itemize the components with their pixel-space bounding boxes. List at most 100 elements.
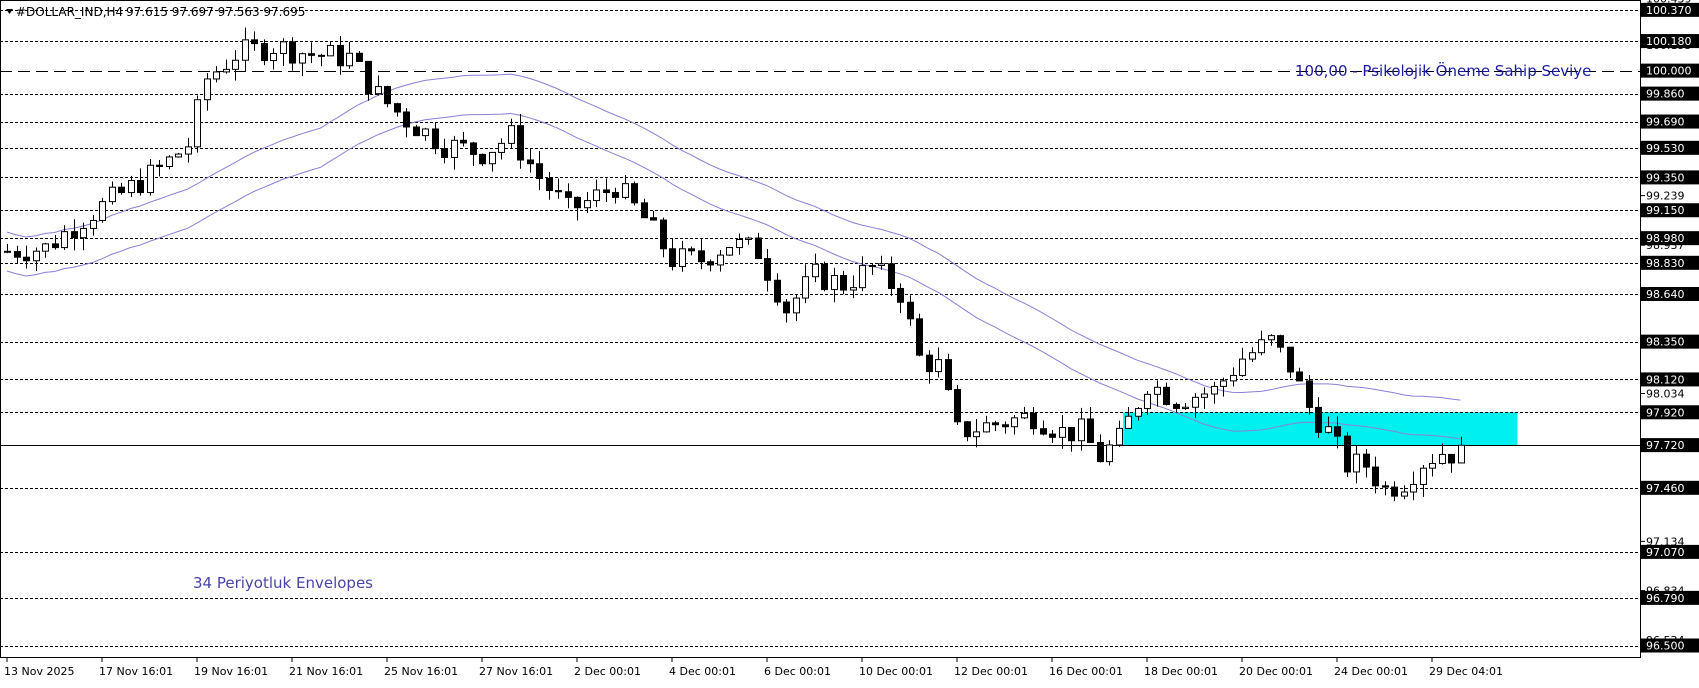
candle (308, 42, 315, 64)
envelope-annotation: 34 Periyotluk Envelopes (193, 574, 373, 592)
candle-body (1353, 453, 1360, 473)
candle (669, 239, 676, 271)
candle-body (954, 389, 961, 423)
price-level-label: 96.500 (1646, 640, 1685, 653)
price-level-label: 97.920 (1646, 406, 1685, 419)
candle-body (964, 421, 971, 438)
candle-body (251, 39, 258, 45)
candle-body (90, 219, 97, 229)
candle-body (717, 254, 724, 266)
candle (194, 95, 201, 153)
candle (565, 183, 572, 209)
candle-body (356, 52, 363, 62)
candle-body (261, 43, 268, 62)
candle-body (1201, 393, 1208, 398)
candle (1230, 367, 1237, 387)
candle-body (821, 263, 828, 291)
candle-body (1287, 346, 1294, 373)
candle (213, 66, 220, 83)
candle-body (318, 54, 325, 57)
candle-body (384, 86, 391, 105)
candle (1353, 445, 1360, 484)
candle (945, 353, 952, 391)
time-tick-label: 20 Dec 00:01 (1239, 665, 1313, 678)
candle-body (565, 191, 572, 198)
candle-body (223, 68, 230, 73)
candle-body (232, 59, 239, 70)
candle (1201, 387, 1208, 410)
candle-body (1021, 412, 1028, 419)
candle-body (679, 248, 686, 268)
candle (1382, 481, 1389, 496)
candle-body (1334, 426, 1341, 437)
price-level-label: 97.460 (1646, 482, 1685, 495)
candle (612, 187, 619, 204)
candle-body (536, 163, 543, 179)
candle-body (289, 41, 296, 64)
candle (489, 151, 496, 172)
candle (574, 196, 581, 221)
price-level-label: 98.830 (1646, 257, 1685, 270)
candle (1401, 485, 1408, 500)
candle (764, 249, 771, 292)
candle-body (755, 237, 762, 260)
candle (280, 38, 287, 67)
candle (42, 242, 49, 258)
candle (270, 48, 277, 70)
candle-body (593, 189, 600, 202)
price-level-label: 99.530 (1646, 142, 1685, 155)
candle-body (935, 359, 942, 373)
candle (1239, 347, 1246, 377)
time-tick-label: 25 Nov 16:01 (384, 665, 458, 678)
candle-body (1429, 462, 1436, 469)
candle (1325, 416, 1332, 434)
price-level-box (1641, 255, 1699, 270)
candle (1315, 397, 1322, 438)
candle (384, 85, 391, 108)
candle (365, 60, 372, 101)
candle (859, 256, 866, 292)
candle (888, 256, 895, 296)
price-level-label: 97.720 (1646, 439, 1685, 452)
candle-body (213, 71, 220, 80)
candle (1097, 434, 1104, 463)
candle (451, 135, 458, 170)
candle-body (1011, 417, 1018, 428)
candle-body (1154, 386, 1161, 395)
candle-body (888, 263, 895, 289)
candle-body (764, 258, 771, 281)
candle (897, 283, 904, 314)
candle (422, 127, 429, 141)
psych-level-annotation: 100,00 - Psikolojik Öneme Sahip Seviye (1295, 61, 1591, 80)
candle-body (1306, 380, 1313, 408)
candle-body (204, 78, 211, 101)
candle-body (109, 186, 116, 203)
candle-body (584, 200, 591, 209)
candle-body (1372, 466, 1379, 487)
candle-body (1097, 441, 1104, 463)
candle-body (61, 231, 68, 249)
triangle-down-icon[interactable] (6, 9, 13, 14)
candle (973, 419, 980, 448)
candle (441, 138, 448, 164)
candle-body (1144, 393, 1151, 410)
candle (356, 51, 363, 62)
candle-body (859, 265, 866, 289)
candle-body (926, 354, 933, 373)
price-level-box (1641, 544, 1699, 559)
candle-body (441, 148, 448, 158)
candle-body (71, 231, 78, 239)
candle-body (337, 44, 344, 67)
time-tick-label: 27 Nov 16:01 (479, 665, 553, 678)
candle (337, 36, 344, 75)
candle (204, 73, 211, 111)
candle-body (1059, 426, 1066, 438)
candle-body (1325, 426, 1332, 433)
candle (983, 415, 990, 433)
candle-body (1163, 386, 1170, 405)
candle (90, 214, 97, 236)
candle-body (137, 179, 144, 194)
candle-body (498, 142, 505, 153)
candle-body (1420, 467, 1427, 485)
